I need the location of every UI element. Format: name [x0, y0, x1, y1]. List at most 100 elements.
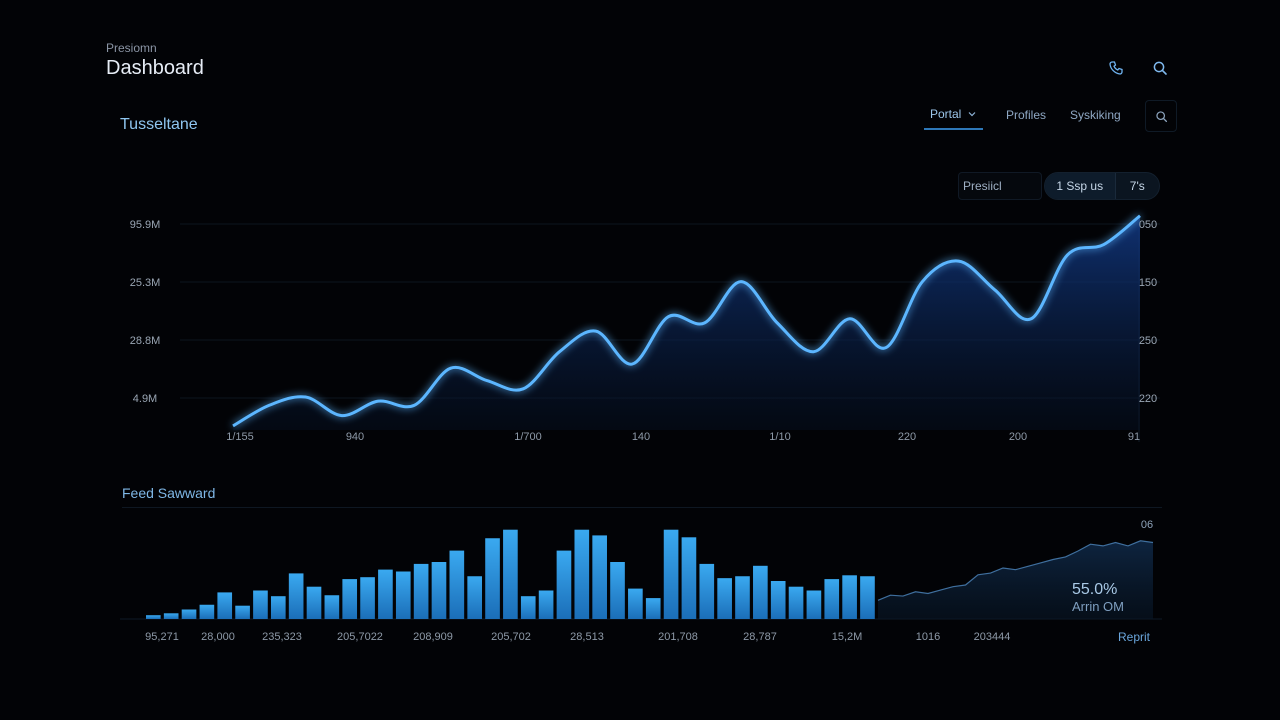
- y-tick-label-right: 150: [1139, 277, 1157, 289]
- x-tick-label: 205,7022: [337, 631, 383, 643]
- bar: [324, 595, 340, 619]
- bar: [556, 550, 572, 619]
- bar: [253, 590, 268, 619]
- bar: [806, 590, 822, 619]
- x-tick-label: 1/155: [226, 431, 254, 443]
- y-tick-label-right: 050: [1139, 219, 1157, 231]
- x-tick-label: 220: [898, 431, 916, 443]
- bar: [288, 573, 304, 619]
- x-tick-label: 28,513: [570, 631, 604, 643]
- tab-switching[interactable]: Syskiking: [1064, 100, 1127, 130]
- bar: [270, 596, 286, 619]
- bar: [788, 586, 804, 619]
- x-tick-label: 95,271: [145, 631, 179, 643]
- x-tick-label: 940: [346, 431, 364, 443]
- x-tick-label: 203444: [974, 631, 1011, 643]
- chevron-down-icon: [968, 112, 976, 117]
- section-title: Tusseltane: [120, 116, 198, 133]
- y-tick-label: 4.9M: [133, 393, 157, 405]
- y-tick-label: 28.8M: [130, 335, 161, 347]
- segment-option-b[interactable]: 7's: [1129, 179, 1145, 193]
- phone-button[interactable]: [1101, 53, 1131, 83]
- range-segment: 1 Ssp us 7's: [1044, 172, 1160, 200]
- toolbar-search-button[interactable]: [1145, 100, 1177, 132]
- bar: [824, 579, 840, 619]
- bar: [342, 579, 358, 619]
- series-line: [232, 214, 1141, 428]
- search-icon: [1153, 61, 1167, 75]
- tab-label: Portal: [930, 107, 962, 121]
- section-title: Feed Sawward: [122, 485, 216, 501]
- app-subtitle: Presiomn: [106, 41, 157, 55]
- bar: [663, 529, 679, 619]
- x-tick-label: 1/700: [514, 431, 542, 443]
- bar-chart: 95,271 28,000 235,323 205,7022 208,909 205,70…: [120, 519, 1162, 643]
- x-tick-label: 91: [1128, 431, 1140, 443]
- y-tick-label-right: 250: [1139, 335, 1157, 347]
- phone-icon: [1109, 61, 1123, 75]
- x-tick-label: 205,702: [491, 631, 531, 643]
- bar: [163, 613, 179, 619]
- x-tick-label: 200: [1009, 431, 1027, 443]
- y-tick-label-right: 220: [1139, 393, 1157, 405]
- y-tick-label: 25.3M: [130, 277, 161, 289]
- tab-label: Profiles: [1006, 108, 1047, 122]
- bar: [592, 535, 607, 619]
- trend-area: [878, 540, 1153, 619]
- bar: [538, 590, 554, 619]
- bar: [199, 604, 215, 619]
- bar: [628, 588, 643, 619]
- x-tick-label: 1016: [916, 631, 940, 643]
- bar: [520, 596, 536, 619]
- segment-option-a[interactable]: 1 Ssp us: [1045, 173, 1116, 199]
- bar: [467, 576, 483, 619]
- bar: [699, 563, 715, 619]
- x-tick-label: 28,787: [743, 631, 777, 643]
- bar: [395, 571, 411, 619]
- x-tick-label: 235,323: [262, 631, 302, 643]
- y-tick-label: 95.9M: [130, 219, 161, 231]
- filter-input[interactable]: [958, 172, 1042, 200]
- bar: [717, 578, 732, 619]
- x-tick-label: 15,2M: [832, 631, 863, 643]
- tab-profiles[interactable]: Profiles: [1000, 100, 1052, 130]
- bar: [217, 592, 233, 619]
- x-tick-label: 1/10: [769, 431, 790, 443]
- bar: [181, 609, 197, 619]
- bar: [860, 576, 875, 619]
- trend-line: [877, 540, 1154, 601]
- y-tick-label: 06: [1141, 519, 1153, 531]
- bar: [235, 605, 250, 619]
- search-button[interactable]: [1145, 53, 1175, 83]
- tab-label: Syskiking: [1070, 108, 1121, 122]
- bar: [610, 562, 625, 619]
- bar: [842, 575, 857, 619]
- bar: [503, 529, 518, 619]
- bar: [378, 569, 393, 619]
- bar: [770, 581, 786, 619]
- bar: [574, 529, 590, 619]
- bar: [306, 586, 322, 619]
- bar: [360, 577, 375, 619]
- stat-label: Arrin OM: [1072, 599, 1124, 614]
- x-tick-label: 140: [632, 431, 650, 443]
- tab-portal[interactable]: Portal: [924, 100, 984, 130]
- bar: [645, 598, 661, 619]
- bar: [146, 615, 161, 619]
- divider: [122, 507, 1162, 508]
- bar: [413, 563, 429, 619]
- bar: [753, 565, 768, 619]
- area-chart: 95.9M 25.3M 28.8M 4.9M 050 150 250 220 1/155 94…: [130, 214, 1160, 443]
- bar: [735, 576, 750, 619]
- stat-value: 55.0%: [1072, 581, 1118, 598]
- search-icon: [1155, 110, 1167, 122]
- x-tick-label: 201,708: [658, 631, 698, 643]
- bar: [431, 562, 447, 619]
- bar: [681, 537, 697, 619]
- x-tick-label: 208,909: [413, 631, 453, 643]
- page-title: Dashboard: [106, 57, 204, 79]
- x-tick-label: 28,000: [201, 631, 235, 643]
- bar: [485, 538, 500, 619]
- bar: [449, 550, 465, 619]
- report-link[interactable]: Reprit: [1118, 630, 1151, 644]
